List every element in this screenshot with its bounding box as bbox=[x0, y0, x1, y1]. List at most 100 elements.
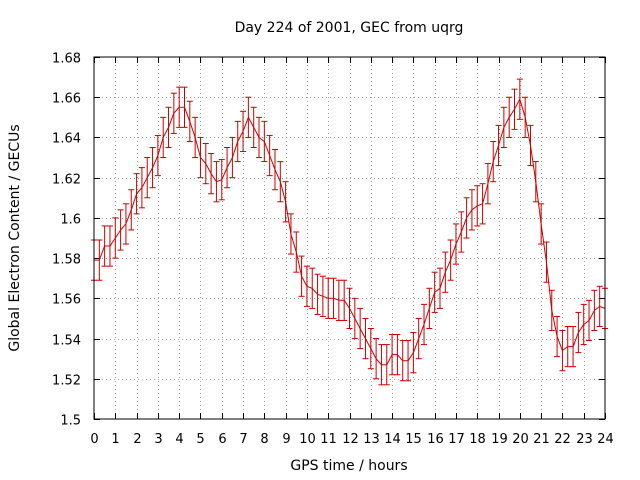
error-bar bbox=[538, 203, 545, 245]
error-bar bbox=[122, 203, 129, 245]
error-bar bbox=[330, 277, 337, 319]
x-tick-label: 6 bbox=[218, 432, 226, 447]
error-bar bbox=[426, 287, 433, 329]
error-bar bbox=[373, 338, 380, 380]
error-bar bbox=[506, 96, 513, 138]
x-tick-label: 7 bbox=[239, 432, 247, 447]
error-bar bbox=[234, 120, 241, 163]
error-bar bbox=[325, 277, 332, 319]
x-tick-label: 16 bbox=[427, 432, 444, 447]
error-bar bbox=[314, 273, 321, 315]
error-bar bbox=[399, 340, 406, 382]
axis-ticks bbox=[94, 57, 606, 420]
gec-series bbox=[91, 78, 608, 386]
y-tick-label: 1.54 bbox=[52, 334, 81, 349]
error-bar bbox=[186, 100, 193, 142]
x-tick-label: 20 bbox=[512, 432, 529, 447]
y-tick-label: 1.58 bbox=[52, 253, 81, 268]
error-bar bbox=[96, 239, 103, 281]
error-bar bbox=[341, 279, 348, 321]
error-bar bbox=[468, 189, 475, 231]
x-tick-label: 12 bbox=[342, 432, 359, 447]
error-bar bbox=[144, 157, 151, 199]
error-bar bbox=[351, 297, 358, 340]
error-bar bbox=[335, 279, 342, 321]
x-tick-label: 5 bbox=[196, 432, 204, 447]
x-tick-label: 4 bbox=[175, 432, 183, 447]
error-bar bbox=[197, 136, 204, 179]
error-bar bbox=[570, 325, 577, 368]
y-tick-label: 1.62 bbox=[52, 173, 81, 188]
x-tick-label: 22 bbox=[554, 432, 571, 447]
y-tick-label: 1.5 bbox=[60, 414, 81, 429]
x-tick-labels: 0 1 2 3 4 5 6 7 8 9 10 11 12 13 14 15 16 17 18 19 20 21 22 23 24 bbox=[90, 432, 613, 447]
error-bar bbox=[575, 311, 582, 354]
x-tick-label: 15 bbox=[405, 432, 422, 447]
error-bar bbox=[287, 213, 294, 255]
error-bar bbox=[309, 267, 316, 309]
x-tick-label: 13 bbox=[363, 432, 380, 447]
x-tick-label: 17 bbox=[448, 432, 465, 447]
error-bar bbox=[213, 161, 220, 203]
x-tick-label: 11 bbox=[320, 432, 337, 447]
error-bar bbox=[277, 161, 284, 203]
error-bar bbox=[271, 149, 278, 191]
error-bar bbox=[261, 120, 268, 163]
error-bar bbox=[202, 142, 209, 185]
x-tick-label: 14 bbox=[384, 432, 401, 447]
y-tick-label: 1.6 bbox=[60, 213, 81, 228]
error-bar bbox=[240, 110, 247, 153]
x-tick-label: 2 bbox=[133, 432, 141, 447]
error-bar bbox=[431, 271, 438, 313]
error-bar bbox=[154, 134, 161, 177]
error-bar bbox=[447, 239, 454, 281]
error-bar bbox=[495, 124, 502, 167]
error-bar bbox=[303, 265, 310, 307]
error-bar bbox=[367, 328, 374, 370]
error-bar bbox=[500, 106, 507, 148]
x-tick-label: 10 bbox=[299, 432, 316, 447]
error-bar bbox=[474, 185, 481, 227]
error-bar bbox=[346, 287, 353, 329]
y-tick-labels: 1.5 1.52 1.54 1.56 1.58 1.6 1.62 1.64 1.66 1.68 bbox=[52, 52, 81, 429]
error-bar bbox=[106, 225, 113, 267]
y-axis-label: Global Electron Content / GECUs bbox=[7, 124, 23, 351]
error-bar bbox=[138, 167, 145, 209]
error-bar bbox=[357, 307, 364, 350]
error-bar bbox=[256, 116, 263, 159]
error-bar bbox=[586, 299, 593, 342]
error-bar bbox=[516, 78, 523, 120]
error-bar bbox=[421, 303, 428, 346]
y-tick-label: 1.64 bbox=[52, 132, 81, 147]
x-tick-label: 0 bbox=[90, 432, 98, 447]
x-axis-label: GPS time / hours bbox=[290, 458, 407, 474]
error-bar bbox=[564, 325, 571, 368]
plot-frame bbox=[93, 56, 606, 420]
x-tick-label: 19 bbox=[491, 432, 508, 447]
error-bar bbox=[436, 267, 443, 309]
x-tick-label: 18 bbox=[469, 432, 486, 447]
error-bar bbox=[128, 189, 135, 231]
error-bar bbox=[298, 255, 305, 297]
error-bar bbox=[165, 106, 172, 148]
error-bar bbox=[224, 147, 231, 189]
error-bar bbox=[554, 315, 561, 358]
error-bar bbox=[282, 181, 289, 223]
error-bar bbox=[250, 106, 257, 148]
y-tick-label: 1.68 bbox=[52, 52, 81, 67]
error-bar bbox=[117, 209, 124, 251]
error-bar bbox=[149, 147, 156, 189]
error-bar bbox=[192, 116, 199, 159]
error-bar bbox=[596, 285, 603, 327]
error-bar bbox=[511, 88, 518, 130]
y-tick-label: 1.52 bbox=[52, 374, 81, 389]
x-tick-label: 1 bbox=[111, 432, 119, 447]
error-bar bbox=[490, 140, 497, 183]
x-tick-label: 8 bbox=[260, 432, 268, 447]
error-bar bbox=[527, 124, 534, 167]
error-bar bbox=[458, 211, 465, 253]
x-tick-label: 24 bbox=[597, 432, 614, 447]
error-bar bbox=[245, 96, 252, 138]
y-tick-label: 1.56 bbox=[52, 293, 81, 308]
error-bar bbox=[319, 275, 326, 317]
